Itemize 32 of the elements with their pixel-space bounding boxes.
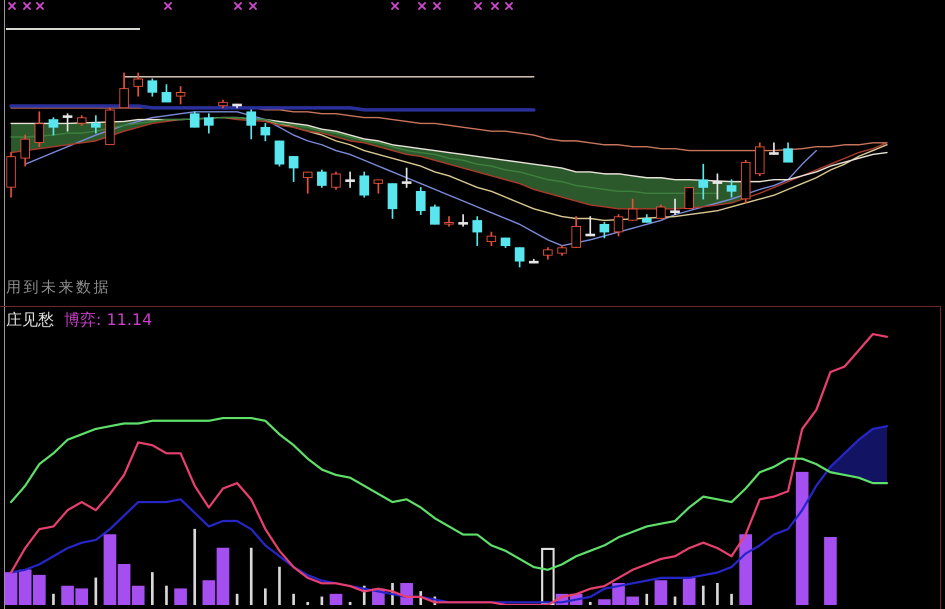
bar (682, 578, 696, 605)
bar (236, 594, 238, 605)
bar (674, 596, 676, 605)
bar (654, 580, 668, 605)
bar (702, 586, 705, 605)
bar (739, 534, 752, 605)
text: 博弈: 11.14 (64, 310, 152, 330)
bar (193, 528, 196, 605)
bar (348, 602, 352, 605)
bar (278, 566, 281, 605)
bar (588, 602, 592, 605)
chart-title: 庄见愁 (6, 310, 54, 330)
bar (824, 536, 837, 605)
bar (165, 586, 168, 605)
bar (730, 594, 733, 605)
bar (306, 602, 310, 605)
bar (94, 578, 98, 605)
bar (645, 594, 648, 605)
bar (264, 588, 267, 605)
text: 用到未来数据 (6, 278, 111, 296)
bar (151, 572, 154, 605)
bar (292, 594, 295, 605)
bar (320, 596, 324, 605)
candlestick (769, 142, 779, 155)
candlestick (670, 198, 680, 215)
bar (250, 548, 253, 605)
bar (796, 472, 809, 605)
bar (716, 582, 719, 605)
bar (330, 594, 342, 605)
bar (174, 588, 187, 605)
bar (52, 594, 55, 605)
candlestick (62, 113, 72, 132)
